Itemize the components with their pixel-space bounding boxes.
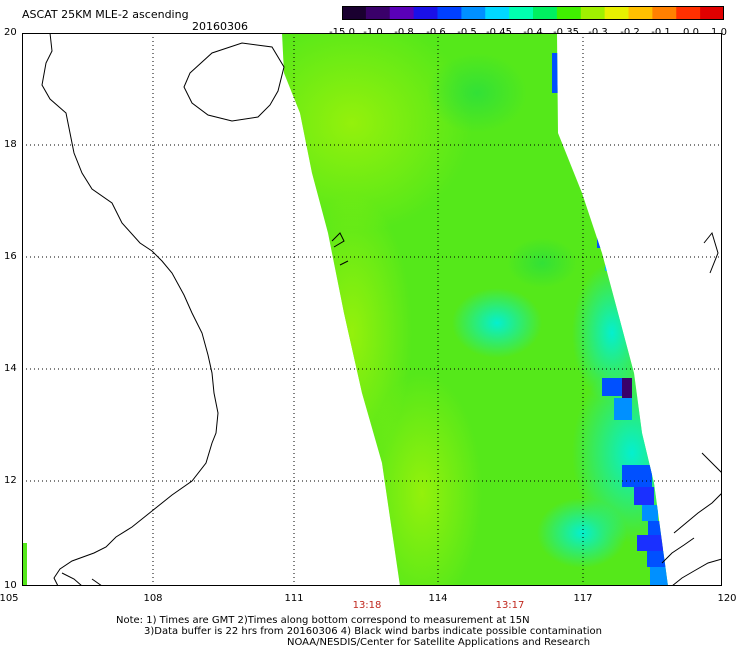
lon-label: 105	[0, 593, 19, 604]
lon-label: 108	[143, 593, 163, 604]
lon-label: 114	[428, 593, 448, 604]
colorbar-label: -0.35	[553, 27, 579, 38]
lon-label: 111	[284, 593, 304, 604]
colorbar-label: -1.0	[363, 27, 383, 38]
colorbar-swatch	[342, 6, 367, 20]
colorbar-label: -0.45	[486, 27, 512, 38]
coastline	[41, 33, 722, 586]
lat-label: 18	[4, 139, 17, 150]
map-frame	[22, 33, 722, 586]
colorbar	[342, 6, 724, 20]
footnote-line: Note: 1) Times are GMT 2)Times along bot…	[116, 615, 530, 626]
colorbar-label: 0.0	[683, 27, 699, 38]
colorbar-frame	[342, 6, 724, 20]
colorbar-swatch	[509, 6, 534, 20]
colorbar-swatch	[676, 6, 701, 20]
colorbar-swatch	[700, 6, 724, 20]
colorbar-label: -0.1	[651, 27, 671, 38]
colorbar-swatch	[628, 6, 653, 20]
lat-label: 20	[4, 27, 17, 38]
lat-label: 14	[4, 363, 17, 374]
colorbar-swatch	[580, 6, 606, 20]
colorbar-swatch	[437, 6, 462, 20]
pass-time: 13:18	[352, 600, 382, 611]
colorbar-swatch	[461, 6, 486, 20]
map-title: ASCAT 25KM MLE-2 ascending	[22, 8, 189, 21]
colorbar-swatch	[556, 6, 582, 20]
swath-fragment	[22, 543, 27, 586]
lon-label: 117	[573, 593, 593, 604]
colorbar-swatch	[652, 6, 677, 20]
colorbar-label: -0.4	[523, 27, 543, 38]
lon-label: 120	[717, 593, 737, 604]
lat-label: 16	[4, 251, 17, 262]
colorbar-label: -0.8	[394, 27, 414, 38]
colorbar-label: -15.0	[329, 27, 355, 38]
colorbar-swatch	[604, 6, 630, 20]
colorbar-swatch	[365, 6, 391, 20]
footnote-line: NOAA/NESDIS/Center for Satellite Applica…	[287, 637, 591, 648]
colorbar-label: -0.3	[588, 27, 608, 38]
colorbar-label: -0.2	[620, 27, 640, 38]
footnote-line: 3)Data buffer is 22 hrs from 20160306 4)…	[144, 626, 602, 637]
colorbar-label: -0.6	[426, 27, 446, 38]
colorbar-label: -0.5	[457, 27, 477, 38]
colorbar-swatch	[389, 6, 415, 20]
colorbar-swatch	[413, 6, 439, 20]
colorbar-swatch	[485, 6, 510, 20]
colorbar-label: 1.0	[711, 27, 727, 38]
map-date: 20160306	[192, 20, 248, 33]
colorbar-swatch	[533, 6, 558, 20]
pass-time: 13:17	[495, 600, 525, 611]
lat-lon-grid	[22, 33, 722, 586]
lat-label: 12	[4, 475, 17, 486]
lat-label: 10	[4, 580, 17, 591]
map-canvas	[22, 33, 722, 586]
footnotes: Note: 1) Times are GMT 2)Times along bot…	[116, 615, 602, 648]
